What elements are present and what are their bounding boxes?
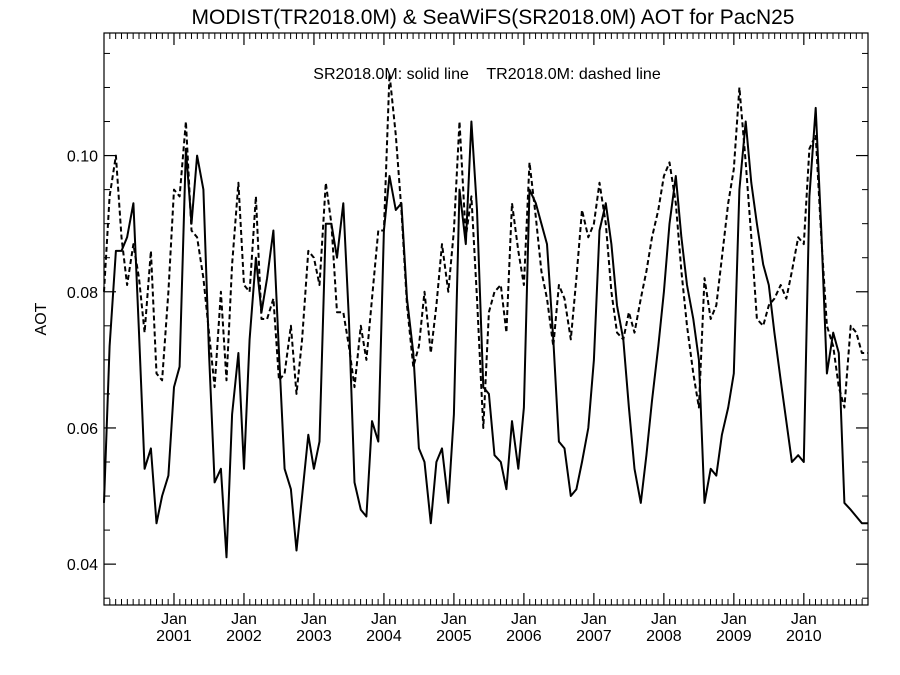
x-tick-month: Jan [581, 611, 607, 628]
y-tick-label: 0.04 [67, 557, 98, 574]
x-tick-year: 2003 [296, 628, 332, 645]
y-tick-label: 0.08 [67, 285, 98, 302]
x-tick-month: Jan [441, 611, 467, 628]
x-tick-year: 2007 [576, 628, 612, 645]
y-axis-label: AOT [33, 302, 50, 335]
x-tick-year: 2005 [436, 628, 472, 645]
x-tick-month: Jan [651, 611, 677, 628]
x-tick-year: 2010 [786, 628, 822, 645]
x-tick-year: 2008 [646, 628, 682, 645]
series-line-tr2018-0m [103, 72, 868, 429]
x-tick-month: Jan [721, 611, 747, 628]
x-tick-month: Jan [161, 611, 187, 628]
x-tick-year: 2004 [366, 628, 402, 645]
x-tick-month: Jan [791, 611, 817, 628]
x-tick-month: Jan [371, 611, 397, 628]
x-tick-year: 2006 [506, 628, 542, 645]
x-tick-month: Jan [231, 611, 257, 628]
x-tick-year: 2009 [716, 628, 752, 645]
plot-frame [103, 32, 869, 606]
x-tick-year: 2002 [226, 628, 262, 645]
x-tick-month: Jan [511, 611, 537, 628]
chart-title: MODIST(TR2018.0M) & SeaWiFS(SR2018.0M) A… [192, 6, 795, 29]
y-tick-label: 0.06 [67, 421, 98, 438]
y-tick-label: 0.10 [67, 149, 98, 166]
series-annotation: SR2018.0M: solid line TR2018.0M: dashed … [313, 66, 661, 83]
series-group [103, 72, 868, 559]
x-tick-year: 2001 [156, 628, 192, 645]
x-tick-month: Jan [301, 611, 327, 628]
axis-ticks: 0.040.060.080.10Jan2001Jan2002Jan2003Jan… [67, 33, 869, 645]
